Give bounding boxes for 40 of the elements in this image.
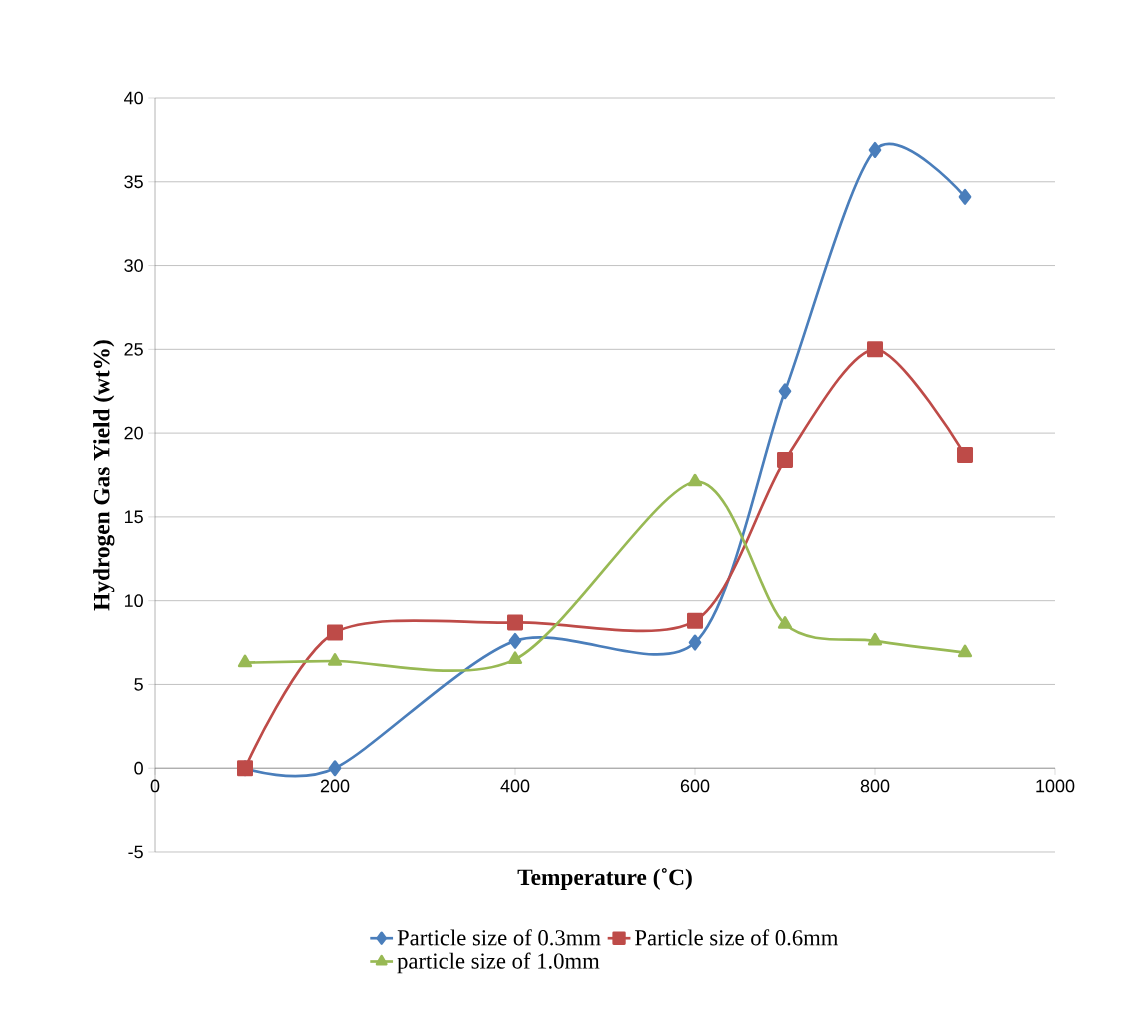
point [328, 760, 342, 777]
point [867, 632, 883, 646]
y-tick-label: 15 [124, 510, 143, 524]
y-tick-label: -5 [128, 845, 143, 859]
point [957, 446, 974, 463]
x-tick-label: 200 [320, 779, 350, 793]
y-tick-label: 25 [124, 342, 143, 356]
legend-label: Particle size of 0.6mm [635, 929, 839, 946]
point [327, 652, 343, 666]
y-tick-label: 20 [124, 426, 143, 440]
x-tick-label: 800 [860, 779, 890, 793]
point [958, 188, 972, 205]
y-tick-label: 35 [124, 175, 143, 189]
point [327, 624, 344, 641]
x-tick-label: 600 [680, 779, 710, 793]
point [507, 651, 523, 664]
point [687, 473, 703, 487]
point [507, 614, 524, 631]
x-tick-label: 400 [500, 779, 530, 793]
point [688, 634, 702, 651]
x-axis-title: Temperature (˚C) [517, 868, 692, 890]
y-tick-label: 10 [124, 594, 143, 608]
point [867, 341, 884, 358]
point [868, 141, 882, 158]
y-tick-label: 30 [124, 259, 143, 272]
y-tick-label: 40 [124, 91, 143, 105]
point [778, 383, 792, 400]
legend-label: particle size of 1.0mm [397, 952, 600, 974]
legend-label: Particle size of 0.3mm [397, 929, 601, 946]
point [687, 612, 704, 629]
y-tick-label: 0 [134, 761, 143, 775]
x-tick-label: 0 [150, 779, 160, 793]
point [508, 632, 522, 649]
point [237, 654, 253, 668]
x-tick-label: 1000 [1036, 779, 1075, 793]
y-tick-label: 5 [134, 678, 143, 691]
point [777, 451, 794, 468]
y-axis-title: Hydrogen Gas Yield (wt%) [93, 340, 115, 611]
point [777, 616, 793, 629]
point [957, 644, 973, 658]
